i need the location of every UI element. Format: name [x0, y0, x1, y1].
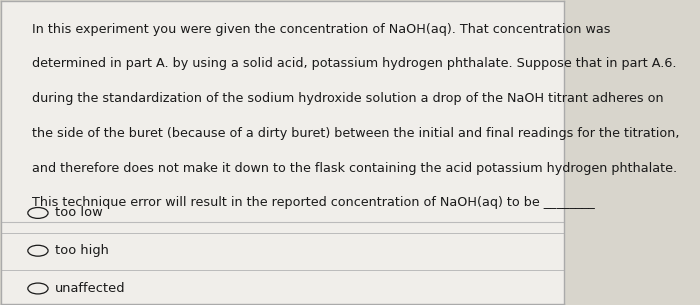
Text: too high: too high: [55, 244, 108, 257]
Text: too low: too low: [55, 206, 103, 219]
Text: during the standardization of the sodium hydroxide solution a drop of the NaOH t: during the standardization of the sodium…: [32, 92, 664, 105]
Text: determined in part A. by using a solid acid, potassium hydrogen phthalate. Suppo: determined in part A. by using a solid a…: [32, 57, 677, 70]
Text: the side of the buret (because of a dirty buret) between the initial and final r: the side of the buret (because of a dirt…: [32, 127, 680, 140]
Text: and therefore does not make it down to the flask containing the acid potassium h: and therefore does not make it down to t…: [32, 162, 678, 174]
Text: unaffected: unaffected: [55, 282, 125, 295]
Text: This technique error will result in the reported concentration of NaOH(aq) to be: This technique error will result in the …: [32, 196, 595, 209]
Text: In this experiment you were given the concentration of NaOH(aq). That concentrat: In this experiment you were given the co…: [32, 23, 611, 36]
